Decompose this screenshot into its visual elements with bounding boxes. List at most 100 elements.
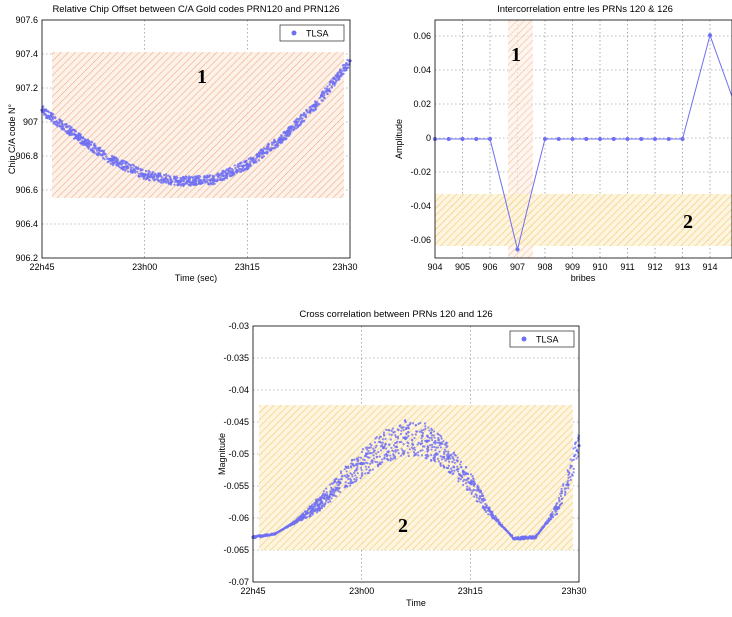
chart3-point	[413, 454, 416, 457]
chart1-point	[264, 151, 267, 155]
chart3-point	[347, 482, 350, 485]
chart3-point	[426, 446, 429, 449]
chart3-point	[398, 440, 401, 444]
chart3-point	[443, 457, 446, 460]
chart1-point	[304, 115, 307, 118]
chart3-point	[389, 454, 392, 457]
chart1-point	[95, 153, 99, 157]
chart3-point	[356, 466, 359, 469]
chart3-point	[332, 481, 336, 484]
chart3-point	[437, 437, 440, 440]
chart3-point	[253, 535, 256, 538]
chart2-point	[446, 137, 451, 141]
chart3-point	[433, 436, 436, 439]
chart3-point	[378, 455, 381, 458]
chart3-point	[314, 507, 317, 510]
chart3-point	[297, 516, 300, 519]
chart3-point	[456, 456, 459, 459]
chart3-point	[519, 535, 522, 539]
chart-panel-2: Intercorrelation entre les PRNs 120 & 12…	[394, 4, 732, 283]
chart3-point	[394, 435, 398, 439]
chart3-point	[318, 509, 321, 512]
chart3-point	[393, 430, 396, 433]
chart1-point	[205, 180, 208, 183]
chart1-point	[249, 160, 252, 164]
chart3-point	[394, 448, 397, 452]
chart1-point	[287, 134, 291, 137]
chart3-point	[470, 492, 473, 496]
chart2-xtick: 908	[537, 262, 552, 272]
chart3-point	[414, 433, 417, 436]
chart1-point	[125, 161, 128, 164]
chart3-point	[566, 469, 569, 472]
chart2-xtick: 913	[675, 262, 690, 272]
chart2-point	[460, 137, 465, 141]
chart3-point	[463, 478, 466, 481]
chart3-point	[277, 530, 280, 533]
chart1-ytick: 907	[23, 117, 38, 127]
chart3-point	[557, 496, 561, 500]
chart1-point	[89, 149, 93, 152]
chart3-point	[343, 474, 346, 477]
chart1-point	[199, 178, 203, 182]
chart3-point	[437, 460, 441, 463]
chart3-point	[396, 428, 399, 431]
chart3-point	[551, 511, 554, 514]
chart1-point	[52, 120, 56, 124]
chart3-point	[471, 474, 474, 478]
chart3-point	[372, 450, 375, 454]
chart3-point	[483, 506, 486, 509]
chart1-point	[126, 170, 130, 173]
chart3-point	[353, 469, 357, 472]
chart2-ytick: 0.04	[413, 65, 431, 75]
chart1-point	[344, 66, 347, 69]
chart3-point	[563, 487, 566, 490]
chart1-point	[51, 112, 55, 116]
chart1-point	[88, 145, 91, 148]
chart3-point	[411, 433, 414, 436]
chart3-point	[333, 478, 336, 481]
chart3-point	[365, 448, 369, 451]
chart1-point	[101, 156, 105, 160]
chart3-point	[571, 459, 574, 462]
chart2-point	[488, 137, 492, 141]
chart3-point	[427, 455, 430, 458]
chart3-point	[495, 518, 498, 522]
chart1-point	[250, 158, 254, 161]
chart3-point	[446, 455, 449, 458]
chart3-ytick: -0.05	[228, 449, 249, 459]
chart3-point	[337, 483, 341, 487]
chart3-region-label-2: 2	[398, 515, 408, 537]
chart3-point	[548, 519, 551, 522]
chart1-point	[140, 172, 144, 175]
chart1-point	[288, 132, 292, 135]
chart1-point	[311, 105, 314, 108]
chart3-point	[370, 451, 373, 455]
chart2-point	[598, 137, 602, 141]
chart1-point	[320, 94, 324, 98]
chart3-point	[345, 465, 348, 469]
chart1-point	[120, 163, 123, 166]
chart1-point	[273, 138, 276, 142]
chart1-point	[170, 179, 173, 182]
chart2-region-label-2: 2	[683, 211, 693, 233]
chart1-legend-marker	[291, 30, 297, 36]
chart1-point	[216, 178, 219, 181]
chart3-point	[285, 525, 288, 528]
chart2-point	[556, 137, 561, 141]
chart3-point	[322, 490, 326, 493]
chart3-point	[407, 454, 410, 458]
chart3-point	[301, 515, 304, 518]
chart1-point	[129, 164, 133, 167]
chart3-point	[424, 427, 427, 430]
chart3-point	[459, 460, 463, 463]
chart3-point	[339, 478, 343, 481]
chart3-point	[396, 449, 399, 452]
chart1-point	[322, 94, 326, 97]
chart1-point	[213, 182, 216, 185]
chart1-point	[109, 157, 112, 161]
chart3-point	[306, 512, 309, 515]
chart3-point	[364, 452, 368, 455]
chart1-legend: TLSA	[279, 24, 345, 42]
chart3-legend: TLSA	[509, 330, 575, 348]
